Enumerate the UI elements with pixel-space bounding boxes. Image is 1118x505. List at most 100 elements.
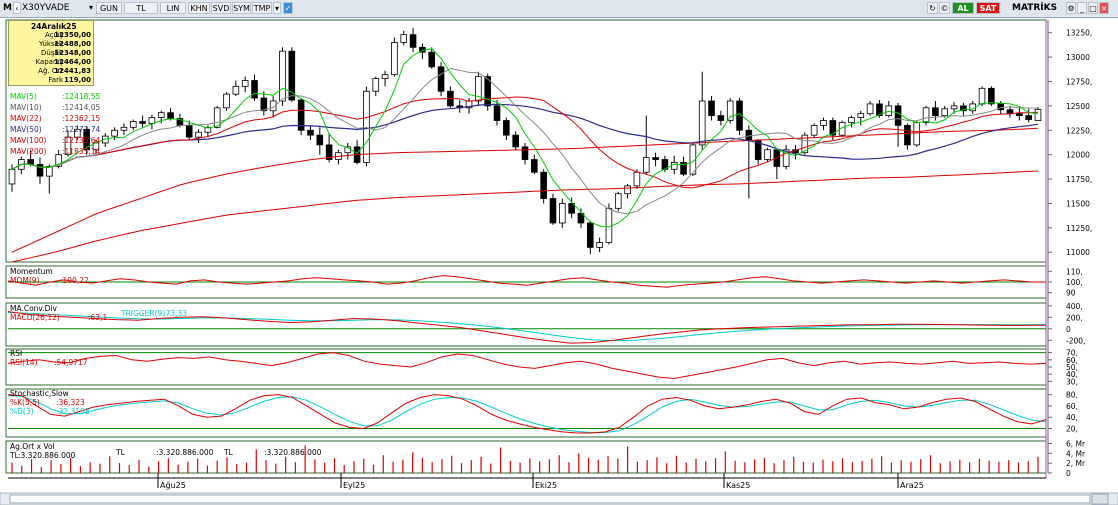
candle-body bbox=[269, 100, 277, 112]
scroll-right-button[interactable] bbox=[1091, 493, 1109, 505]
candle-body bbox=[428, 51, 436, 68]
candle-body bbox=[120, 126, 128, 131]
candle-body bbox=[680, 162, 687, 175]
price-axis-tick-label-6: 12500 bbox=[1066, 102, 1090, 111]
volume-series-name: TL bbox=[9, 451, 20, 460]
candle-body bbox=[633, 171, 641, 187]
line-button[interactable]: LIN bbox=[160, 2, 186, 14]
candle-body bbox=[36, 164, 44, 177]
macd-axis-tick-label-3: 400, bbox=[1066, 302, 1083, 311]
candle-body bbox=[223, 93, 230, 109]
candle-body bbox=[549, 198, 557, 224]
candle-body bbox=[624, 185, 631, 195]
mav10-line bbox=[11, 67, 1039, 215]
volume-series-value: :3.320.886.000 bbox=[18, 451, 76, 460]
candle-body bbox=[297, 99, 305, 131]
candle-body bbox=[1016, 113, 1023, 117]
candle-body bbox=[185, 124, 193, 138]
candle-body bbox=[997, 103, 1004, 111]
candle-body bbox=[204, 126, 212, 133]
sym-button[interactable]: SYM bbox=[232, 2, 251, 14]
momentum-series-value: :100,22 bbox=[60, 276, 89, 285]
copy-icon[interactable]: © bbox=[939, 2, 950, 14]
candle-body bbox=[167, 112, 174, 119]
close-icon[interactable]: × bbox=[1099, 2, 1109, 14]
legend-mav22-name: MAV(22) bbox=[10, 114, 42, 123]
symbol-name[interactable]: X30YVADE bbox=[22, 3, 70, 13]
period-button[interactable]: GUN bbox=[96, 2, 122, 14]
candle-body bbox=[838, 122, 846, 136]
currency-button[interactable]: TL bbox=[124, 2, 158, 14]
stoch-axis-tick-label-0: 20, bbox=[1066, 425, 1078, 434]
candle-body bbox=[129, 121, 137, 128]
macd-series-value: :63,1 bbox=[88, 313, 107, 322]
price-axis-tick-label-7: 12750, bbox=[1066, 77, 1092, 86]
candle-body bbox=[642, 157, 650, 173]
candle-body bbox=[596, 242, 603, 248]
macd-axis-tick-label-2: 200, bbox=[1066, 313, 1083, 322]
candle-body bbox=[475, 76, 482, 102]
tmp-button[interactable]: TMP bbox=[252, 2, 272, 14]
candle-body bbox=[801, 134, 809, 154]
candle-body bbox=[521, 146, 529, 160]
stoch-axis-tick-label-1: 40, bbox=[1066, 413, 1078, 422]
rsi-axis-tick-label-2: 50, bbox=[1066, 363, 1078, 372]
macd-axis-tick-label-1: 0 bbox=[1066, 325, 1071, 334]
candle-body bbox=[670, 162, 678, 170]
candle-body bbox=[46, 165, 53, 177]
stoch-d-name: %D(3) bbox=[10, 407, 34, 416]
volume-extra-name-0: TL bbox=[115, 448, 126, 457]
x-label-4: Ara25 bbox=[900, 481, 924, 490]
price-axis-tick-label-1: 11250, bbox=[1066, 224, 1092, 233]
chevron-down-icon[interactable]: ▾ bbox=[88, 3, 93, 12]
momentum-title: Momentum bbox=[10, 267, 53, 276]
candle-body bbox=[241, 80, 249, 87]
volume-axis-tick-label-0: 0 bbox=[1066, 469, 1071, 478]
macd-series-name: MACD(26,12) bbox=[10, 313, 60, 322]
candle-button[interactable]: KHN bbox=[188, 2, 210, 14]
candle-body bbox=[689, 144, 697, 175]
mav200-line bbox=[11, 170, 1039, 263]
price-axis-tick-label-3: 11750, bbox=[1066, 175, 1092, 184]
candle-body bbox=[111, 129, 118, 137]
momentum-axis-tick-label-2: 110, bbox=[1066, 267, 1083, 276]
price-axis-tick-label-4: 12000 bbox=[1066, 151, 1090, 160]
candle-body bbox=[866, 103, 874, 115]
scrollbar-thumb[interactable] bbox=[9, 494, 1091, 504]
candle-body bbox=[307, 129, 314, 136]
twitter-icon[interactable]: ✓ bbox=[283, 2, 293, 14]
candle-body bbox=[717, 115, 725, 121]
candle-body bbox=[316, 134, 324, 146]
volume-extra-value-0: :3.320.886.000 bbox=[156, 448, 214, 457]
minimize-icon[interactable]: _ bbox=[1077, 2, 1087, 14]
legend-mav200-name: MAV(200) bbox=[10, 147, 46, 156]
candle-body bbox=[932, 107, 939, 117]
dropdown-icon[interactable]: ▾ bbox=[273, 2, 281, 14]
chevron-left-icon[interactable]: ‹ bbox=[13, 2, 21, 14]
candle-body bbox=[848, 117, 855, 123]
candle-body bbox=[55, 154, 62, 167]
candle-body bbox=[437, 66, 445, 92]
sell-button[interactable]: SAT bbox=[976, 2, 1000, 14]
macd-axis-tick-label-0: -200, bbox=[1066, 336, 1085, 345]
macd-line bbox=[7, 311, 1047, 344]
x-label-2: Eki25 bbox=[535, 481, 557, 490]
candle-body bbox=[8, 168, 16, 185]
stoch-k-line bbox=[7, 394, 1047, 434]
trigger-line bbox=[7, 312, 1046, 342]
svd-button[interactable]: SVD bbox=[211, 2, 231, 14]
refresh-icon[interactable]: ↻ bbox=[927, 2, 938, 14]
volume-axis-tick-label-3: 6, Mr bbox=[1066, 439, 1086, 448]
settings-icon[interactable]: ⚙ bbox=[1066, 2, 1076, 14]
candle-body bbox=[876, 103, 883, 117]
candle-body bbox=[531, 159, 538, 173]
candle-body bbox=[829, 120, 837, 136]
rsi-axis-tick-label-3: 60, bbox=[1066, 356, 1078, 365]
restore-icon[interactable]: □ bbox=[1088, 2, 1098, 14]
price-axis-tick-label-0: 11000 bbox=[1066, 248, 1090, 257]
candle-body bbox=[577, 212, 585, 224]
buy-button[interactable]: AL bbox=[952, 2, 974, 14]
candle-body bbox=[195, 131, 202, 138]
legend-mav100-name: MAV(100) bbox=[10, 136, 46, 145]
